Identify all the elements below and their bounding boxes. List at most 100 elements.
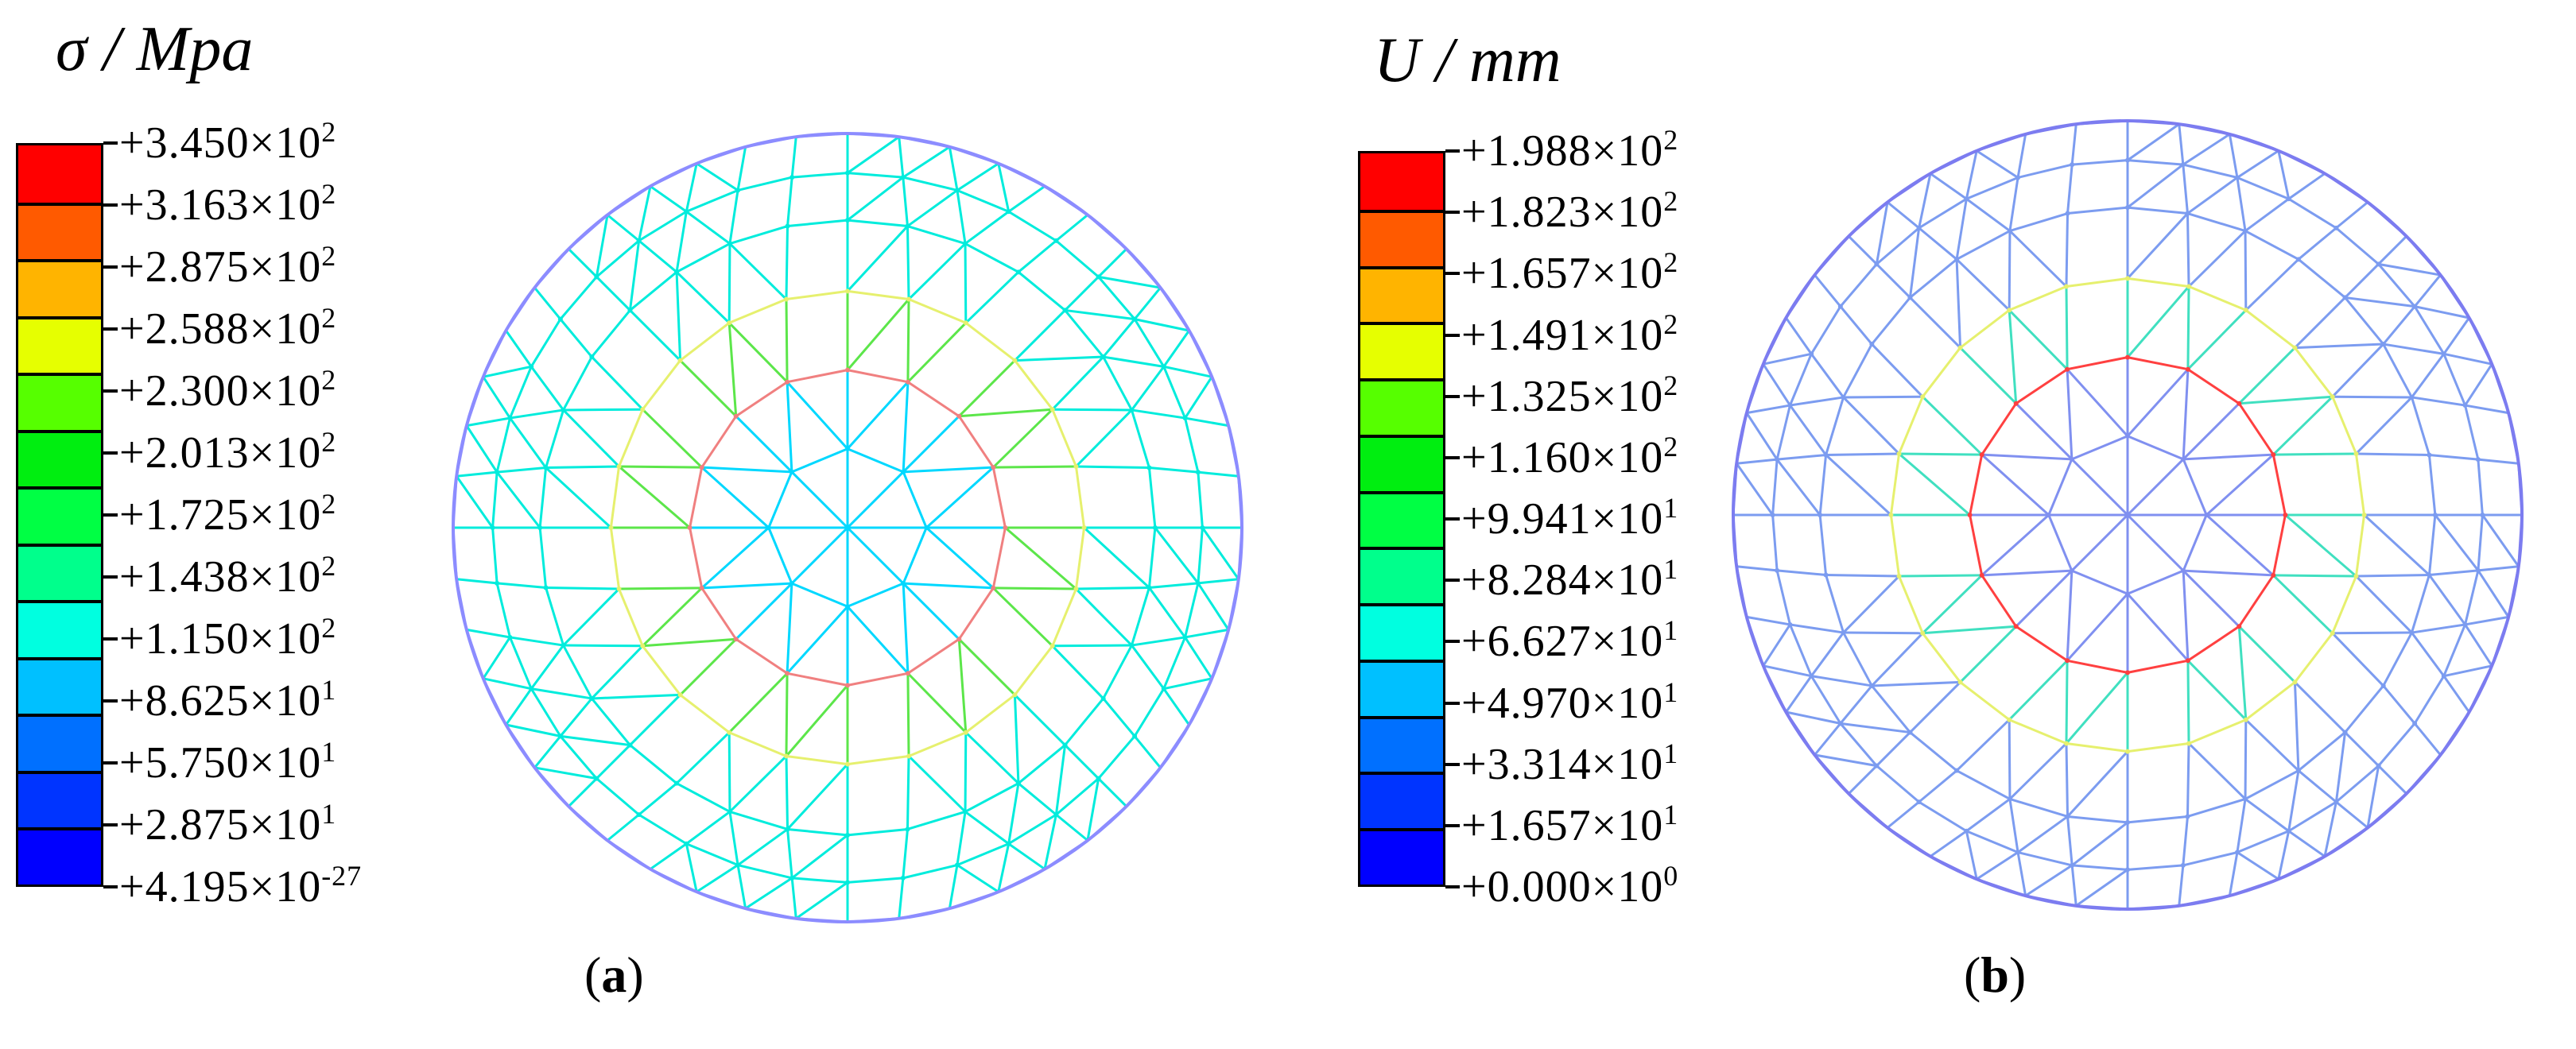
mesh-edge [1131,644,1165,690]
mesh-edge [2070,124,2077,165]
mesh-edge [1086,778,1100,841]
colorbar-segment-b [1360,828,1443,884]
mesh-edge [2442,353,2466,406]
mesh-edge [2071,435,2128,461]
mesh-node [561,407,566,412]
mesh-edge [1871,684,1911,734]
mesh-node [2330,630,2335,636]
mesh-edge [596,276,631,312]
mesh-edge [1908,227,1921,298]
mesh-edge [956,864,999,893]
mesh-edge [2008,742,2068,800]
mesh-edge [2127,356,2189,371]
mesh-edge [596,777,640,816]
colorbar-tick-label-a: +2.875×101 [119,798,337,850]
mesh-edge [1184,417,1200,473]
mesh-edge [2293,682,2300,771]
mesh-edge [1930,172,1968,200]
mesh-edge [847,136,900,174]
mesh-edge [2126,593,2190,662]
mesh-edge [791,582,848,608]
mesh-node [845,218,850,223]
colorbar-tick-label-b: +4.970×101 [1461,675,1679,728]
mesh-edge [735,638,788,675]
mesh-edge [2237,149,2279,179]
mesh-edge [956,189,1010,213]
mesh-edge [898,877,905,919]
mesh-edge [1185,628,1229,639]
mesh-edge [2411,396,2465,407]
mesh-edge [728,672,789,734]
mesh-edge [2273,452,2357,456]
mesh-edge [902,415,960,473]
mesh-edge [530,366,564,411]
mesh-edge [1955,199,1968,260]
mesh-edge [1051,356,1104,411]
mesh-edge [2188,285,2247,312]
mesh-edge [2187,742,2247,800]
mesh-node [956,637,962,642]
mesh-edge [2331,575,2357,634]
mesh-edge [1131,408,1185,420]
mesh-edge [727,243,731,323]
mesh-node [2013,624,2019,629]
mesh-node [766,525,771,530]
mesh-edge [2015,570,2073,628]
mesh-edge [1055,813,1088,842]
mesh-edge [1746,615,1790,626]
mesh-edge [696,864,739,893]
mesh-node [1200,525,1205,530]
mesh-node [1896,574,1902,579]
mesh-edge [496,466,546,474]
mesh-node [677,692,683,698]
mesh-edge [1980,402,2017,455]
mesh-edge [685,842,739,866]
mesh-node [2125,354,2130,360]
mesh-edge [908,731,967,757]
mesh-edge [1842,575,1900,634]
mesh-node [1954,257,1960,262]
mesh-edge [2065,660,2069,744]
mesh-edge [1956,718,2011,772]
mesh-edge [1074,527,1086,590]
mesh-edge [903,582,994,590]
mesh-edge [2244,719,2248,799]
mesh-edge [2464,624,2493,667]
mesh-node [1869,683,1875,688]
mesh-node [2342,295,2348,300]
mesh-edge [2008,230,2068,288]
mesh-node [1967,513,1973,517]
mesh-edge [2237,830,2290,854]
mesh-edge [1102,318,1136,358]
mesh-node [699,465,704,470]
mesh-edge [2182,164,2189,214]
mesh-edge [1051,588,1077,647]
mesh-edge [790,877,797,919]
mesh-node [2186,741,2192,746]
mesh-edge [505,687,533,726]
mesh-edge [2182,571,2190,661]
colorbar-segment-b [1360,153,1443,210]
mesh-edge [1918,226,1958,261]
mesh-edge [2066,368,2129,437]
mesh-edge [2427,455,2437,516]
mesh-edge [2434,514,2480,571]
mesh-node [495,470,500,475]
mesh-node [789,581,794,586]
mesh-node [490,525,495,530]
mesh-node [2283,513,2288,517]
figure-panel-a: σ / Mpa +3.450×102 +3.163×102 +2.875×102 +2… [16,17,1243,1001]
mesh-edge [906,672,967,734]
mesh-edge [629,309,681,362]
mesh-edge [1771,514,1779,571]
mesh-node [537,525,543,530]
mesh-node [1015,780,1021,786]
mesh-edge [496,582,546,589]
mesh-edge [1922,625,2016,635]
mesh-node [1006,841,1011,846]
mesh-edge [1746,404,1790,415]
mesh-node [1775,457,1780,463]
mesh-edge [958,359,1016,417]
mesh-edge [2477,459,2484,516]
mesh-edge [785,299,789,382]
